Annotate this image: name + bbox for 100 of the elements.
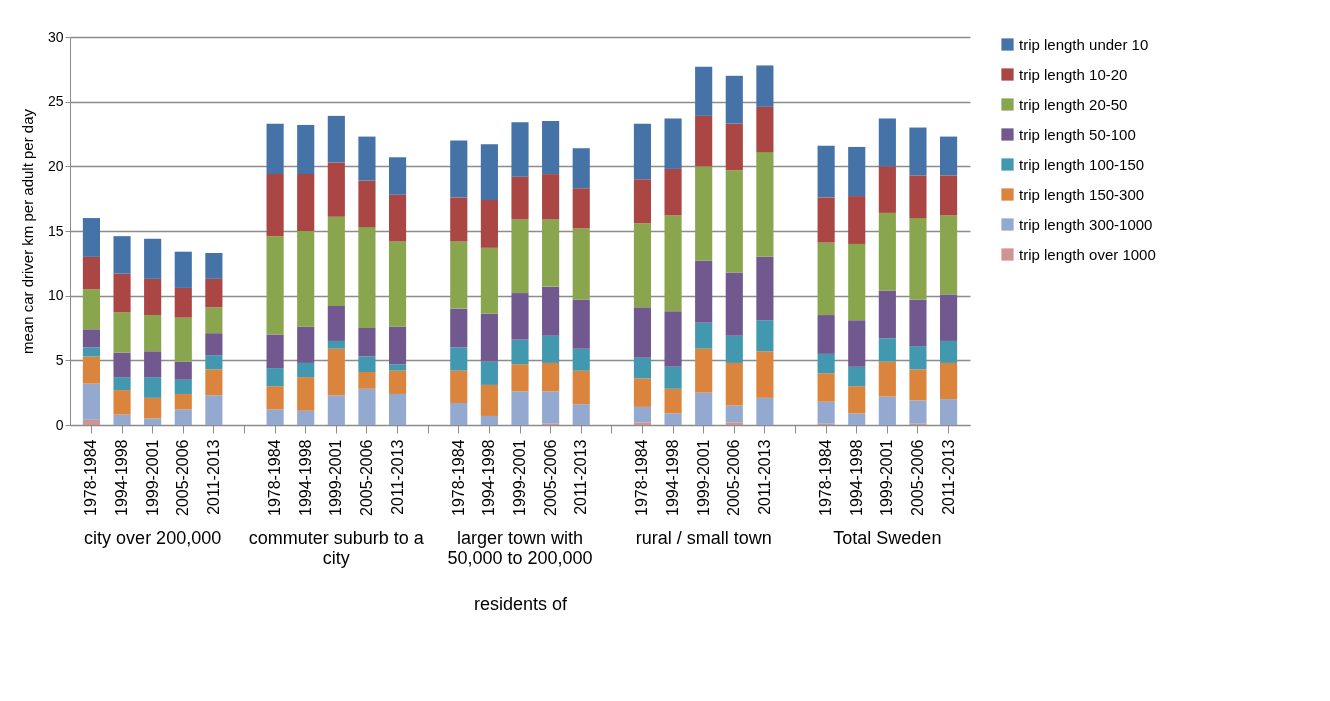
x-tick-label: 1978-1984	[633, 439, 651, 517]
bar	[82, 356, 100, 384]
bar	[695, 260, 713, 323]
bar	[542, 391, 560, 424]
y-tick-label: 0	[55, 416, 64, 433]
bar	[664, 168, 682, 216]
bar	[940, 215, 958, 295]
bar	[725, 422, 743, 425]
bar	[725, 272, 743, 336]
bar	[113, 236, 131, 274]
bar	[817, 401, 835, 424]
bar	[725, 335, 743, 363]
bar	[358, 371, 376, 389]
y-tick-label: 20	[47, 157, 64, 174]
bar	[113, 352, 131, 378]
bar	[878, 118, 896, 167]
bar	[633, 179, 652, 224]
bar	[450, 403, 468, 425]
bar	[450, 308, 468, 348]
bar	[848, 196, 866, 244]
x-tick-label: 1994-1998	[664, 439, 682, 517]
x-tick-label: 2005-2006	[357, 439, 375, 517]
bar	[695, 322, 713, 349]
y-tick-label: 15	[47, 222, 64, 239]
bar	[144, 377, 162, 398]
bar	[511, 293, 529, 340]
text: Total Sweden	[833, 528, 942, 548]
bar	[542, 286, 560, 336]
x-tick-label: 1994-1998	[480, 439, 498, 517]
bar	[909, 299, 927, 347]
legend-label: trip length 100-150	[1019, 155, 1145, 173]
bar	[817, 145, 835, 198]
bar	[174, 361, 192, 380]
bar	[358, 356, 376, 372]
bar	[450, 241, 468, 309]
bar	[327, 115, 345, 163]
bar	[878, 290, 896, 339]
y-tick-label: 25	[47, 93, 64, 110]
bar	[266, 123, 284, 175]
x-tick-label: 1999-2001	[327, 439, 345, 517]
bar	[695, 392, 713, 425]
bar	[205, 307, 223, 334]
legend-label: trip length over 1000	[1019, 245, 1156, 263]
bar	[878, 212, 896, 291]
bar	[388, 370, 407, 394]
bar	[327, 162, 345, 217]
x-tick-label: 2005-2006	[174, 439, 192, 517]
bar	[633, 123, 652, 180]
bar	[633, 307, 652, 358]
bar	[725, 170, 743, 273]
bar	[909, 127, 927, 176]
bar	[909, 218, 927, 300]
text: rural / small town	[635, 528, 772, 548]
bar	[113, 377, 131, 391]
bar	[480, 199, 498, 248]
bar	[144, 397, 162, 419]
bar	[878, 338, 896, 362]
bar	[756, 65, 774, 107]
bar	[511, 364, 529, 392]
text: city over 200,000	[84, 528, 222, 548]
bar	[756, 152, 774, 257]
bar	[174, 379, 192, 394]
bar	[848, 366, 866, 387]
bar	[633, 406, 652, 423]
bar	[817, 197, 835, 243]
bar	[542, 335, 560, 363]
bar	[82, 256, 100, 290]
bar	[297, 326, 315, 363]
bar	[940, 175, 958, 216]
bar	[358, 328, 376, 357]
bar	[358, 388, 376, 425]
bar	[144, 418, 162, 425]
bar	[756, 397, 774, 425]
bar	[756, 106, 774, 153]
bar	[572, 188, 590, 229]
x-axis-title: residents of	[473, 594, 569, 615]
bar	[940, 136, 958, 176]
bar	[572, 404, 590, 425]
bar	[205, 252, 223, 279]
bar	[205, 278, 223, 308]
x-tick-label: 2011-2013	[204, 439, 222, 515]
bar	[756, 256, 774, 321]
bar	[848, 320, 866, 367]
bar	[388, 194, 407, 242]
bar	[82, 419, 100, 425]
bar	[756, 351, 774, 398]
bar	[511, 219, 529, 294]
bar	[511, 391, 529, 425]
bar	[940, 340, 958, 363]
bar	[82, 289, 100, 330]
bar	[388, 393, 407, 425]
bar	[450, 140, 468, 198]
bar	[542, 174, 560, 220]
bar	[450, 347, 468, 371]
bar	[266, 409, 284, 425]
bar	[725, 123, 743, 171]
bar	[450, 370, 468, 404]
bar	[297, 174, 315, 231]
bar	[144, 315, 162, 352]
bar	[848, 146, 866, 197]
